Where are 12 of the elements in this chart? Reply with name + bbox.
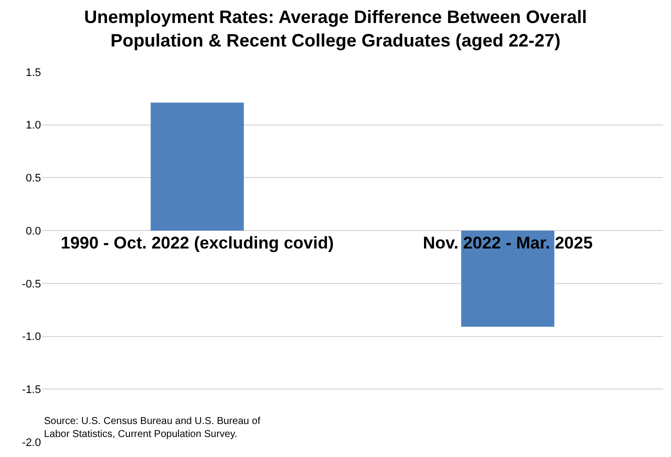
y-tick-label: 1.5 [26,66,41,79]
annotation: Source: U.S. Census Bureau and U.S. Bureau of Labor Statistics, Current Population Survey. [44,416,260,440]
y-tick-label: -1.5 [22,384,41,396]
y-tick-label: 0.0 [26,225,41,238]
y-tick-label: -1.0 [22,331,41,344]
y-tick-label: 0.5 [26,172,41,185]
chart-title: Unemployment Rates: Average Difference Between Overall Population & Recent College Graduates (aged 22-27) [84,6,587,50]
x-tick-label: 1990 - Oct. 2022 (excluding covid) [60,234,334,253]
y-tick-label: -2.0 [22,436,41,449]
y-tick-label: 1.0 [26,120,41,132]
y-tick-label: -0.5 [22,278,41,290]
x-tick-label: Nov. 2022 - Mar. 2025 [422,234,593,253]
